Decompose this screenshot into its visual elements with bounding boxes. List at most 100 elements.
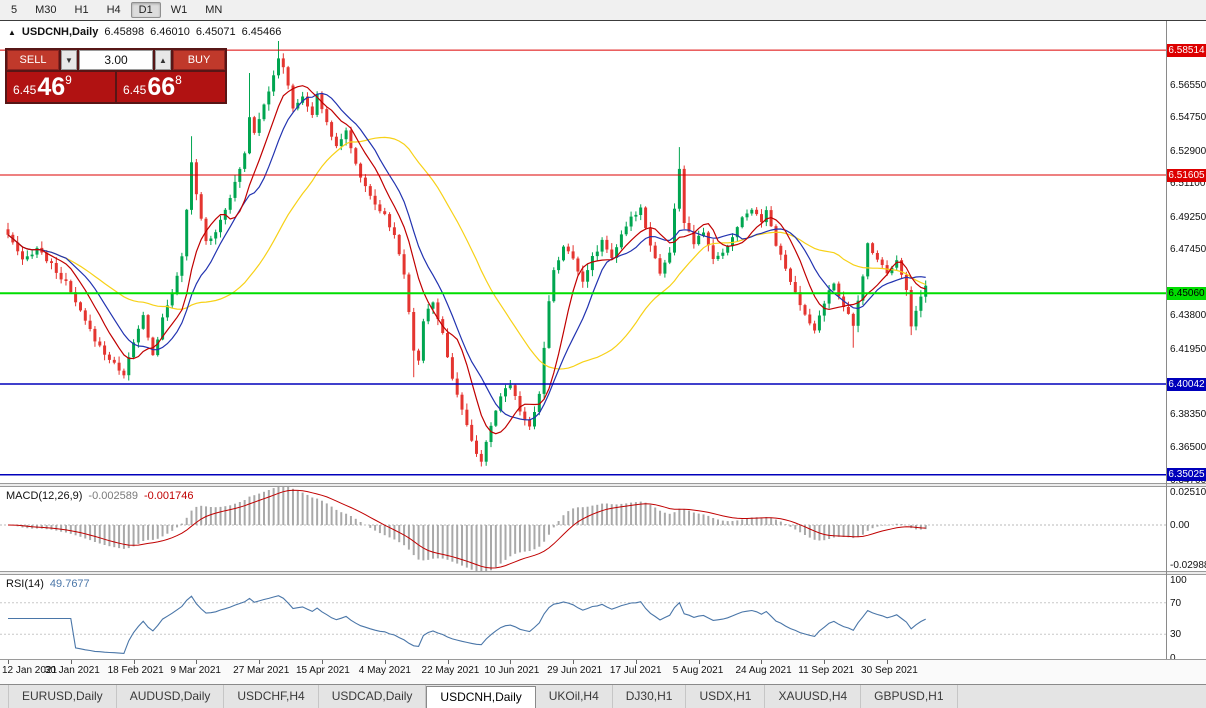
price-level-badge: 6.35025 bbox=[1167, 468, 1206, 482]
sell-price-big: 46 bbox=[37, 73, 66, 101]
ma-slow-line bbox=[7, 136, 926, 370]
chart-tab-dj30-h1[interactable]: DJ30,H1 bbox=[613, 685, 687, 708]
timeframe-5[interactable]: 5 bbox=[3, 2, 25, 18]
timeframe-toolbar: 5 M30 H1 H4 D1 W1 MN bbox=[0, 0, 1206, 21]
time-tick bbox=[70, 660, 72, 664]
volume-up-button[interactable]: ▲ bbox=[155, 50, 171, 70]
buy-button[interactable]: BUY bbox=[173, 50, 225, 70]
macd-label: MACD(12,26,9) -0.002589 -0.001746 bbox=[6, 490, 194, 502]
ohlc-high: 6.46010 bbox=[150, 26, 190, 38]
date-label: 30 Sep 2021 bbox=[861, 665, 918, 676]
ohlc-close: 6.45466 bbox=[241, 26, 282, 38]
date-label: 4 May 2021 bbox=[358, 665, 411, 676]
chart-tab-eurusd-daily[interactable]: EURUSD,Daily bbox=[8, 685, 117, 708]
date-label: 5 Aug 2021 bbox=[672, 665, 724, 676]
price-tick: 6.36500 bbox=[1170, 442, 1206, 454]
macd-tick: 0.02510 bbox=[1170, 487, 1206, 498]
macd-histogram bbox=[11, 487, 927, 571]
pane-splitter[interactable] bbox=[0, 483, 1206, 487]
date-label: 9 Mar 2021 bbox=[170, 665, 221, 676]
price-tick: 6.51100 bbox=[1170, 178, 1206, 190]
timeframe-mn[interactable]: MN bbox=[197, 2, 230, 18]
date-label: 12 Jan 2021 bbox=[2, 665, 58, 676]
sell-price-small: 6.45 bbox=[13, 83, 37, 97]
date-label: 17 Jul 2021 bbox=[609, 665, 662, 676]
rsi-chart bbox=[0, 595, 1166, 654]
rsi-tick: 30 bbox=[1170, 629, 1182, 641]
chart-ohlc-header: ▲ USDCNH,Daily 6.45898 6.46010 6.45071 6… bbox=[8, 26, 281, 38]
macd-signal-line bbox=[7, 489, 926, 569]
price-tick: 6.54750 bbox=[1170, 112, 1206, 124]
time-tick bbox=[761, 660, 763, 664]
volume-dropdown-button[interactable]: ▼ bbox=[61, 50, 77, 70]
rsi-tick: 100 bbox=[1170, 575, 1187, 586]
buy-price-big: 66 bbox=[147, 73, 176, 101]
price-tick: 6.56550 bbox=[1170, 79, 1206, 91]
date-label: 27 Mar 2021 bbox=[233, 665, 290, 676]
timeframe-h4[interactable]: H4 bbox=[99, 2, 129, 18]
candlestick-chart[interactable] bbox=[0, 21, 1166, 483]
macd-main-value: -0.002589 bbox=[88, 490, 138, 502]
volume-input[interactable] bbox=[79, 50, 153, 70]
price-pane[interactable]: ▲ USDCNH,Daily 6.45898 6.46010 6.45071 6… bbox=[0, 21, 1166, 483]
chart-tab-usdchf-h4[interactable]: USDCHF,H4 bbox=[224, 685, 319, 708]
price-level-badge: 6.58514 bbox=[1167, 43, 1206, 57]
sell-price-panel[interactable]: 6.45 46 9 bbox=[7, 72, 115, 102]
time-tick bbox=[133, 660, 135, 664]
time-tick bbox=[824, 660, 826, 664]
rsi-tick: 70 bbox=[1170, 597, 1182, 609]
rsi-pane[interactable]: RSI(14) 49.7677 bbox=[0, 575, 1166, 659]
ma-medium-line bbox=[7, 92, 926, 421]
chart-window: ▲ USDCNH,Daily 6.45898 6.46010 6.45071 6… bbox=[0, 21, 1206, 684]
date-label: 29 Jun 2021 bbox=[547, 665, 603, 676]
sell-button[interactable]: SELL bbox=[7, 50, 59, 70]
timeframe-d1[interactable]: D1 bbox=[130, 2, 161, 18]
timeframe-w1[interactable]: W1 bbox=[163, 2, 196, 18]
buy-price-sup: 8 bbox=[175, 73, 182, 87]
price-tick: 6.41950 bbox=[1170, 343, 1206, 355]
time-tick bbox=[196, 660, 198, 664]
pane-splitter[interactable] bbox=[0, 571, 1206, 575]
rsi-label: RSI(14) 49.7677 bbox=[6, 578, 90, 590]
buy-price-panel[interactable]: 6.45 66 8 bbox=[117, 72, 225, 102]
rsi-value: 49.7677 bbox=[49, 578, 90, 590]
macd-tick: 0.00 bbox=[1170, 520, 1190, 531]
ohlc-open: 6.45898 bbox=[104, 26, 145, 38]
chart-title: USDCNH,Daily bbox=[21, 26, 99, 38]
chart-tab-usdx-h1[interactable]: USDX,H1 bbox=[686, 685, 766, 708]
chart-tab-usdcad-daily[interactable]: USDCAD,Daily bbox=[319, 685, 427, 708]
date-label: 18 Feb 2021 bbox=[107, 665, 164, 676]
timeframe-h1[interactable]: H1 bbox=[67, 2, 97, 18]
rsi-tick: 0 bbox=[1170, 653, 1176, 659]
time-tick bbox=[698, 660, 700, 664]
rsi-axis: 100 70 30 0 bbox=[1167, 575, 1206, 659]
time-tick bbox=[887, 660, 889, 664]
date-label: 22 May 2021 bbox=[421, 665, 480, 676]
chart-tab-xauusd-h4[interactable]: XAUUSD,H4 bbox=[765, 685, 862, 708]
chart-tab-ukoil-h4[interactable]: UKOil,H4 bbox=[536, 685, 613, 708]
timeframe-m30[interactable]: M30 bbox=[27, 2, 64, 18]
price-tick: 6.49250 bbox=[1170, 211, 1206, 223]
macd-axis: 0.02510 0.00 -0.02988 bbox=[1167, 487, 1206, 571]
price-level-badge: 6.45060 bbox=[1167, 286, 1206, 300]
candles bbox=[6, 41, 928, 467]
rsi-line bbox=[8, 595, 926, 654]
symbol-icon: ▲ bbox=[8, 27, 16, 37]
chart-tab-audusd-daily[interactable]: AUDUSD,Daily bbox=[117, 685, 225, 708]
price-tick: 6.52900 bbox=[1170, 145, 1206, 157]
date-label: 15 Apr 2021 bbox=[295, 665, 350, 676]
time-tick bbox=[510, 660, 512, 664]
macd-pane[interactable]: MACD(12,26,9) -0.002589 -0.001746 bbox=[0, 487, 1166, 571]
time-tick bbox=[8, 660, 9, 664]
time-tick bbox=[573, 660, 575, 664]
time-tick bbox=[384, 660, 386, 664]
chart-tab-gbpusd-h1[interactable]: GBPUSD,H1 bbox=[861, 685, 958, 708]
price-tick: 6.38350 bbox=[1170, 408, 1206, 420]
time-tick bbox=[259, 660, 261, 664]
chart-tab-usdcnh-daily[interactable]: USDCNH,Daily bbox=[426, 686, 536, 708]
price-tick: 6.47450 bbox=[1170, 244, 1206, 256]
macd-signal-value: -0.001746 bbox=[143, 490, 194, 502]
time-tick bbox=[635, 660, 637, 664]
time-axis: 12 Jan 2021 30 Jan 2021 18 Feb 2021 9 Mar 2… bbox=[0, 659, 1206, 684]
